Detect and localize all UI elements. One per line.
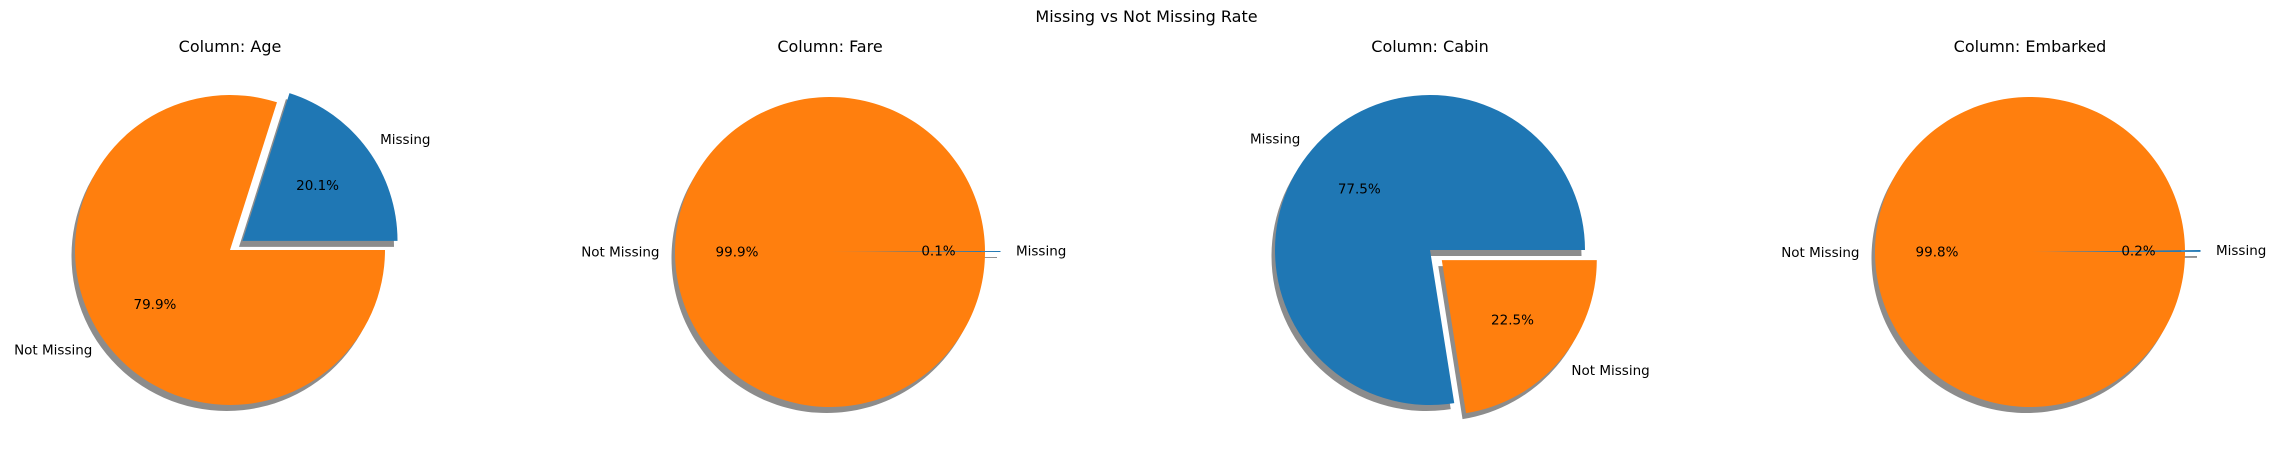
pie-slice-not-missing — [75, 95, 386, 406]
slice-percent-label: 77.5% — [1338, 182, 1381, 198]
slice-label: Missing — [380, 132, 430, 148]
pie-slice-not-missing — [1441, 260, 1597, 414]
pie-slice-missing — [1275, 94, 1585, 405]
pie-chart-age: Column: Age Missing 20.1% Not Missing 79.9% — [14, 37, 430, 412]
pie-chart-cabin: Column: Cabin Missing 77.5% Not Missing 22.5… — [1250, 37, 1650, 420]
slice-label: Not Missing — [14, 343, 92, 359]
slice-label: Missing — [2216, 243, 2266, 259]
chart-title: Column: Embarked — [1954, 37, 2107, 56]
pie-slice-missing — [2045, 249, 2201, 252]
slice-percent-label: 99.9% — [716, 244, 759, 260]
figure-title: Missing vs Not Missing Rate — [1035, 7, 1257, 26]
pie-slice-not-missing — [1875, 97, 2185, 408]
slice-percent-label: 20.1% — [296, 178, 339, 194]
pie-slice-missing — [845, 250, 1001, 252]
slice-percent-label: 79.9% — [133, 297, 176, 313]
pie-slice-not-missing — [675, 97, 985, 408]
slice-label: Not Missing — [1571, 363, 1649, 379]
slice-percent-label: 0.1% — [921, 244, 955, 260]
slice-percent-label: 99.8% — [1916, 245, 1959, 261]
slice-label: Missing — [1250, 131, 1300, 147]
chart-title: Column: Cabin — [1371, 37, 1488, 56]
slice-label: Missing — [1016, 243, 1066, 259]
pie-chart-embarked: Column: Embarked Missing 0.2% Not Missing 99… — [1781, 37, 2266, 413]
slice-label: Not Missing — [1781, 245, 1859, 261]
slice-percent-label: 0.2% — [2121, 243, 2155, 259]
pie-chart-fare: Column: Fare Missing 0.1% Not Missing 99.9% — [581, 37, 1066, 413]
pie-slice-missing — [242, 93, 398, 241]
slice-percent-label: 22.5% — [1491, 312, 1534, 328]
chart-title: Column: Fare — [777, 37, 882, 56]
chart-title: Column: Age — [179, 37, 282, 56]
slice-label: Not Missing — [581, 245, 659, 261]
